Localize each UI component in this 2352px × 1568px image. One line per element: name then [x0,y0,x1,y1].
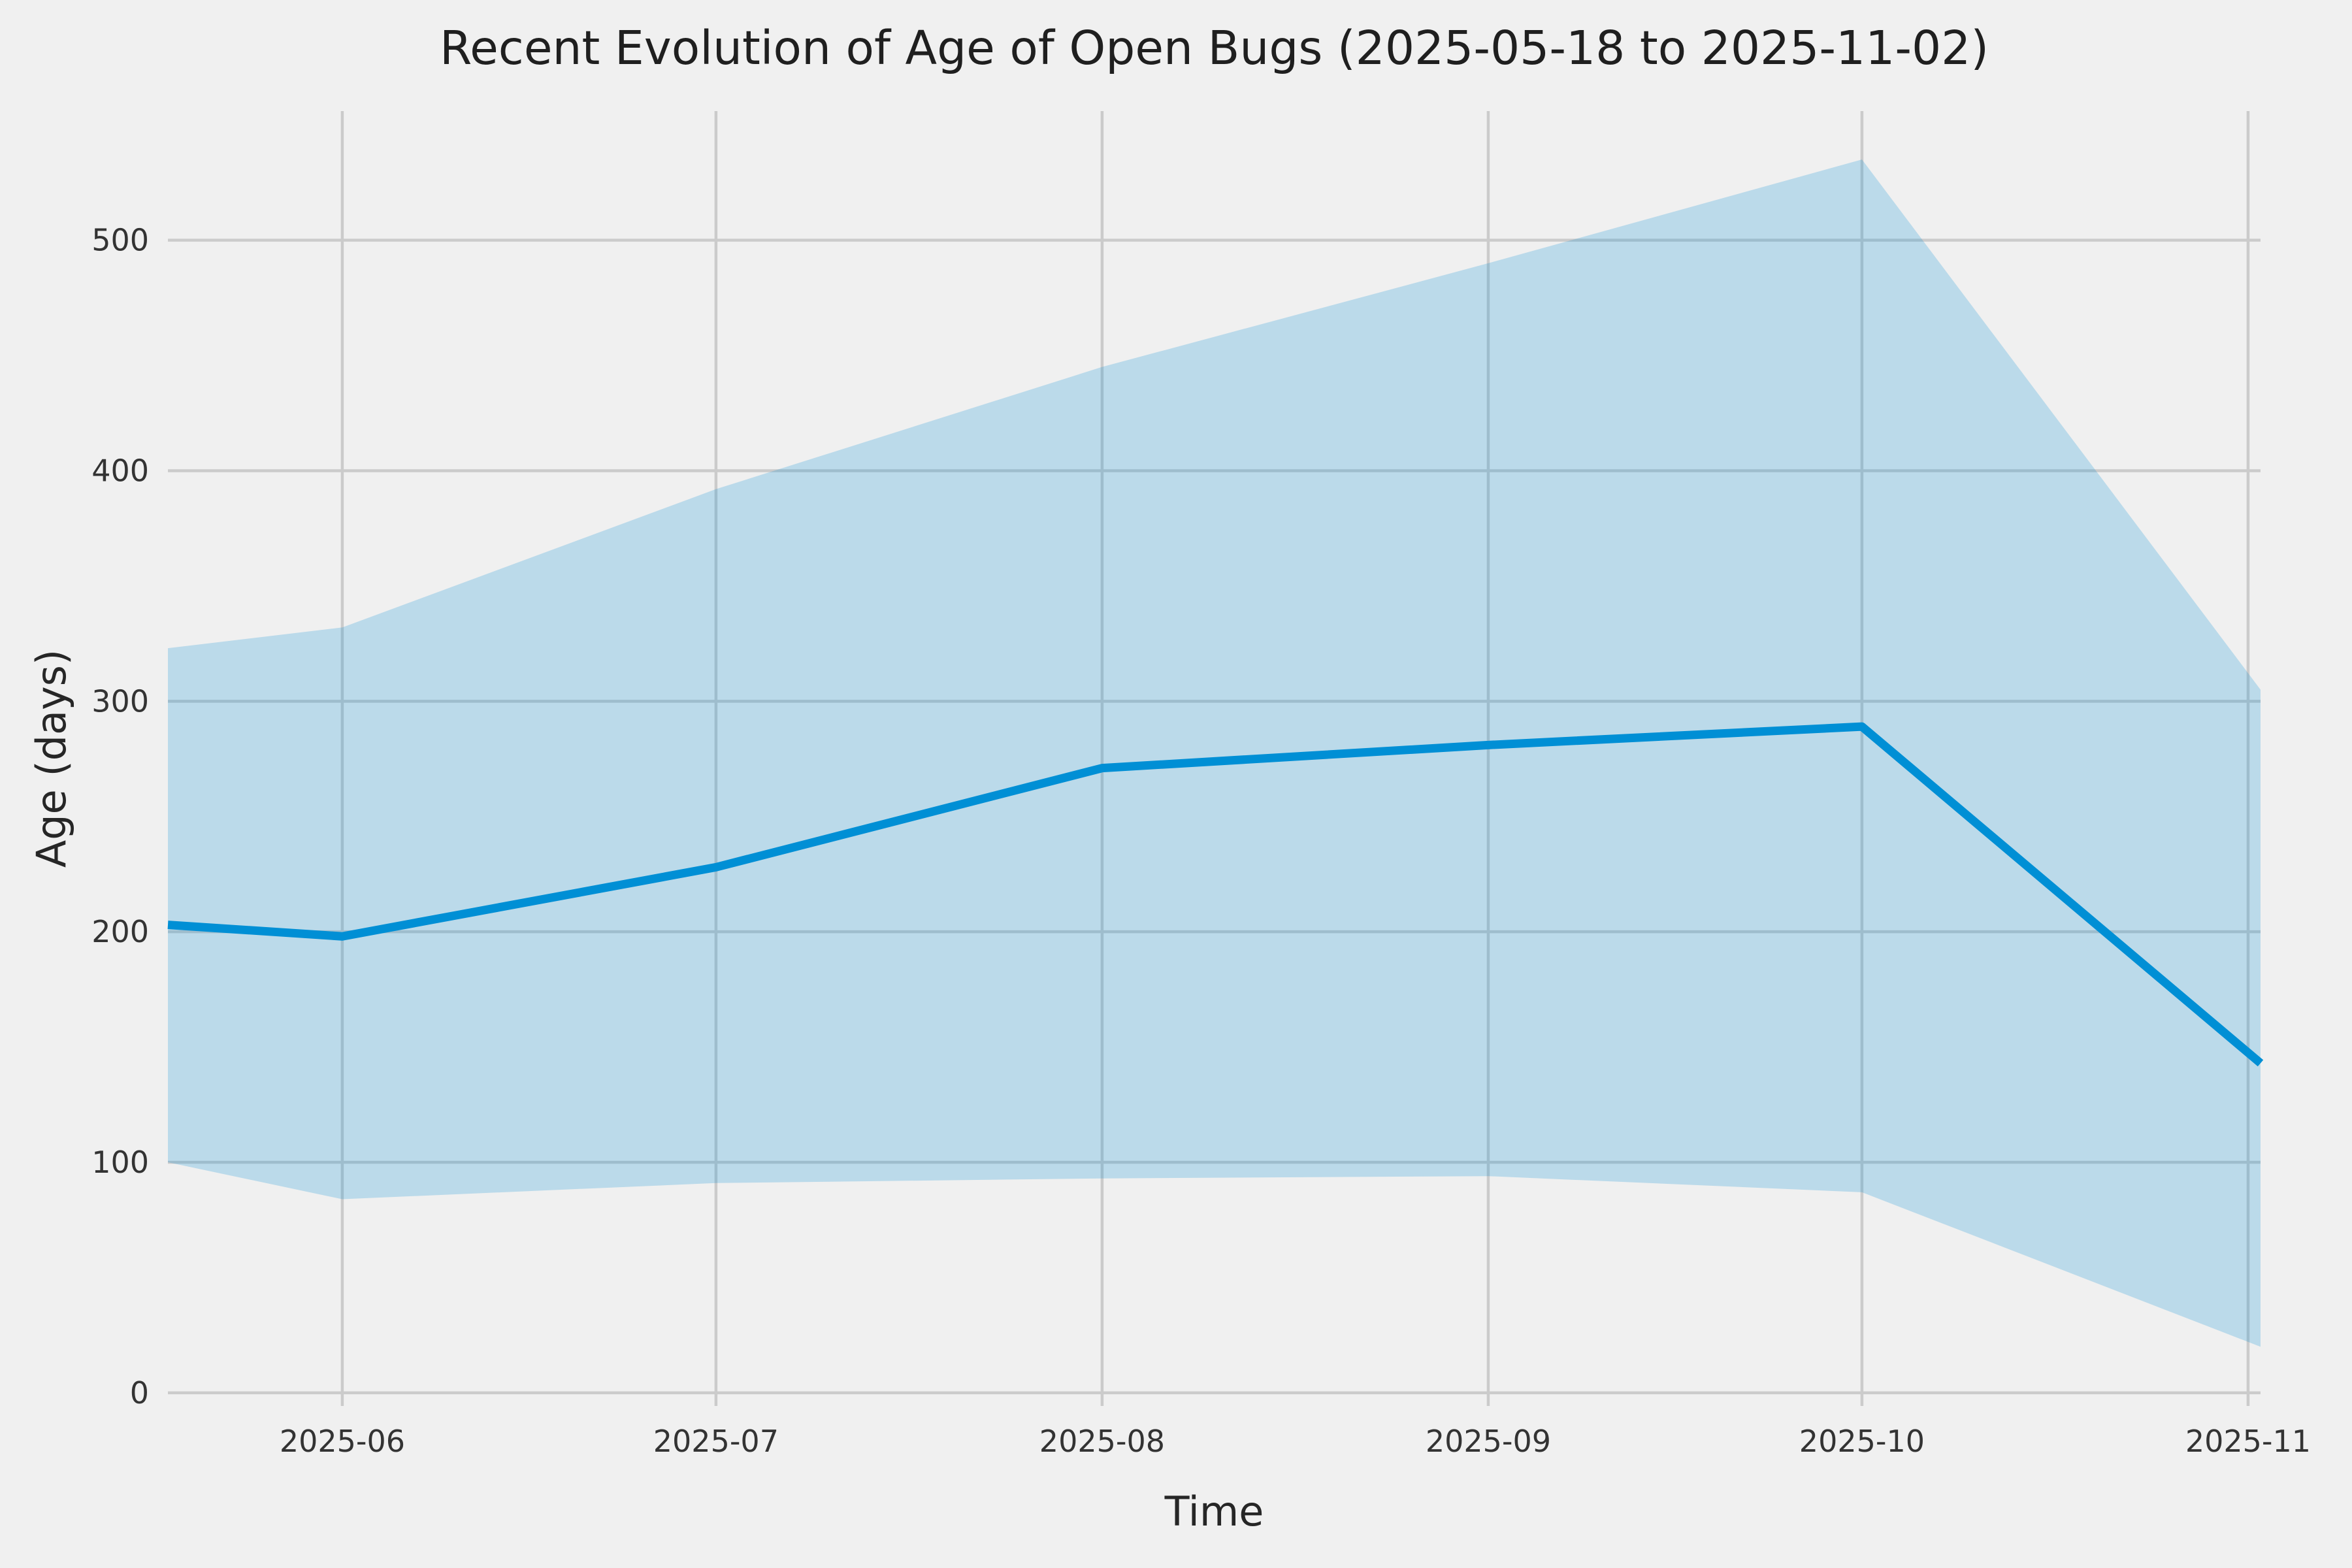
y-tick-label-300: 300 [91,683,149,719]
x-tick-label-2025-08: 2025-08 [1039,1424,1165,1459]
mean-age-line [167,722,2264,1067]
y-tick-label-500: 500 [91,223,149,258]
y-tick-label-400: 400 [91,453,149,488]
x-tick-label-2025-07: 2025-07 [653,1424,779,1459]
x-axis-label: Time [1164,1488,1264,1535]
x-tick-label-2025-10: 2025-10 [1799,1424,1925,1459]
y-axis-label: Age (days) [27,649,75,868]
uncertainty-band [168,159,2261,1347]
x-tick-label-2025-09: 2025-09 [1426,1424,1551,1459]
y-tick-label-100: 100 [91,1145,149,1180]
y-tick-label-0: 0 [130,1375,149,1411]
gridlines [168,111,2261,1406]
y-tick-label-200: 200 [91,914,149,949]
x-axis-tick-labels: 2025-06 2025-07 2025-08 2025-09 2025-10 2025-… [280,1424,2311,1459]
x-tick-label-2025-11: 2025-11 [2185,1424,2311,1459]
x-tick-label-2025-06: 2025-06 [280,1424,405,1459]
y-axis-tick-labels: 0 100 200 300 400 500 [91,223,149,1411]
chart-title: Recent Evolution of Age of Open Bugs (20… [440,21,1989,75]
